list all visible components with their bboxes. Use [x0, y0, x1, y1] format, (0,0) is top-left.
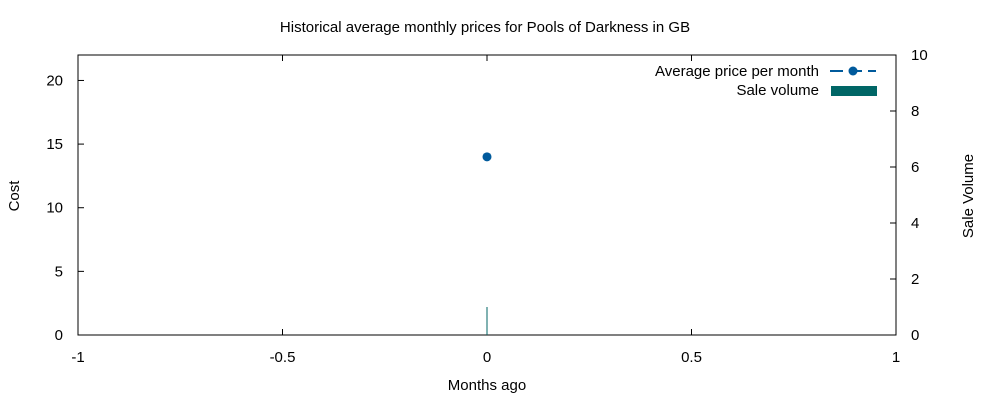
- y-tick-label: 0: [55, 327, 63, 344]
- y-axis-label: Cost: [6, 180, 23, 212]
- chart-title: Historical average monthly prices for Po…: [280, 19, 690, 36]
- x-tick-label: -0.5: [270, 349, 296, 366]
- average-price-point: [482, 152, 492, 162]
- y2-axis-label: Sale Volume: [960, 154, 977, 238]
- y-tick-label: 5: [55, 263, 63, 280]
- legend-label-average-price: Average price per month: [655, 63, 819, 80]
- y2-tick-label: 8: [911, 103, 919, 120]
- x-tick-label: -1: [71, 349, 84, 366]
- x-tick-label: 0: [483, 349, 491, 366]
- legend-swatch-sale-volume: [831, 86, 877, 96]
- y-tick-label: 15: [46, 136, 63, 153]
- legend-label-sale-volume: Sale volume: [736, 82, 819, 99]
- series-layer: [482, 152, 492, 335]
- y2-tick-label: 2: [911, 271, 919, 288]
- y2-tick-label: 6: [911, 159, 919, 176]
- y2-tick-label: 10: [911, 47, 928, 64]
- x-tick-label: 1: [892, 349, 900, 366]
- legend: Average price per month Sale volume: [655, 63, 877, 99]
- y-tick-label: 10: [46, 200, 63, 217]
- sale-volume-bar: [486, 307, 488, 335]
- y2-tick-label: 4: [911, 215, 919, 232]
- y-tick-label: 20: [46, 72, 63, 89]
- x-tick-label: 0.5: [681, 349, 702, 366]
- x-axis-label: Months ago: [448, 377, 526, 394]
- legend-marker-average-price: [848, 66, 858, 76]
- y2-tick-label: 0: [911, 327, 919, 344]
